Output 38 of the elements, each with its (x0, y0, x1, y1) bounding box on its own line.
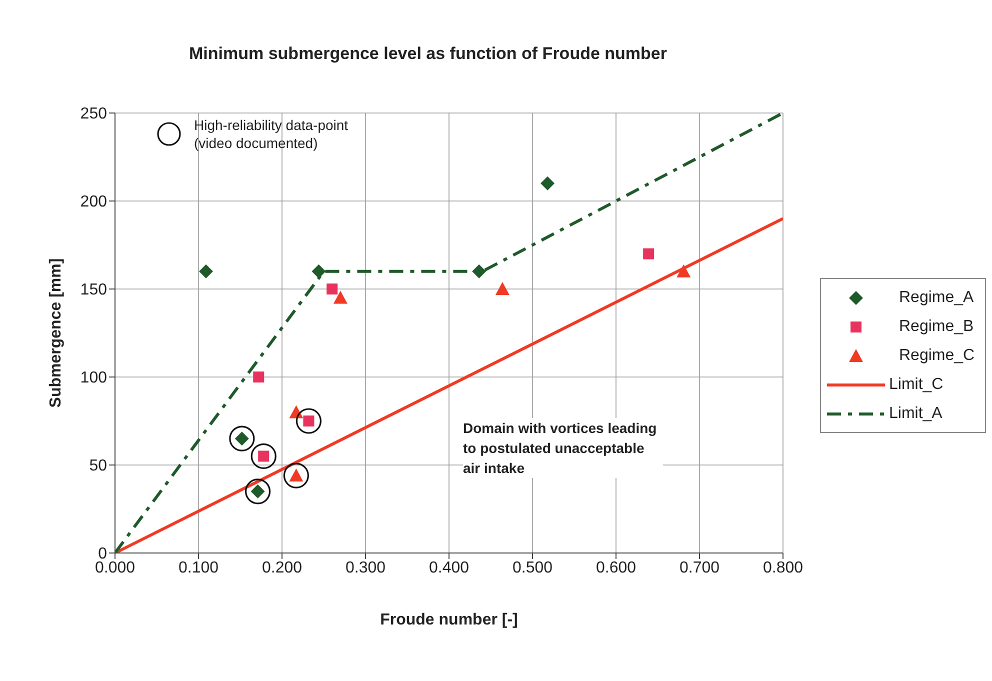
legend-label: High-reliability data-point (video documented) (194, 116, 350, 152)
x-tick-label: 0.500 (512, 559, 553, 576)
chart-title: Minimum submergence level as function of Froude number (188, 44, 668, 64)
x-axis-title: Froude number [-] (380, 611, 518, 628)
x-tick-label: 0.700 (679, 559, 720, 576)
point (676, 264, 691, 278)
x-tick-label: 0.300 (345, 559, 386, 576)
y-axis-title: Submergence [mm] (48, 258, 65, 408)
x-tick-label: 0.100 (178, 559, 219, 576)
y-tick-label: 100 (80, 370, 108, 387)
point (253, 372, 264, 382)
point (250, 443, 276, 469)
legend-label: Limit_A (889, 404, 942, 422)
y-tick-label: 50 (89, 458, 108, 475)
y-tick-label: 150 (80, 282, 108, 299)
y-tick-label: 200 (80, 194, 108, 211)
legend-label: Regime_A (899, 288, 974, 306)
point (312, 264, 326, 278)
legend-label: Limit_C (889, 376, 944, 394)
point (229, 426, 255, 452)
x-tick-label: 0.800 (762, 559, 804, 576)
legend-label: Regime_C (899, 346, 975, 364)
point (643, 248, 654, 260)
point (199, 264, 214, 278)
x-tick-label: 0.600 (596, 559, 636, 576)
point (326, 284, 338, 294)
point (495, 282, 510, 295)
point (472, 264, 486, 278)
x-tick-label: 0.400 (428, 559, 470, 576)
x-tick-label: 0.200 (262, 559, 302, 576)
legend-label: Regime_B (899, 318, 974, 336)
annotation: Domain with vortices leading to postulated unacceptable air intake (463, 418, 663, 478)
y-tick-label: 250 (80, 106, 108, 123)
point (333, 290, 348, 304)
point (244, 478, 271, 504)
point (283, 462, 309, 488)
point (296, 408, 322, 434)
point (540, 176, 555, 190)
